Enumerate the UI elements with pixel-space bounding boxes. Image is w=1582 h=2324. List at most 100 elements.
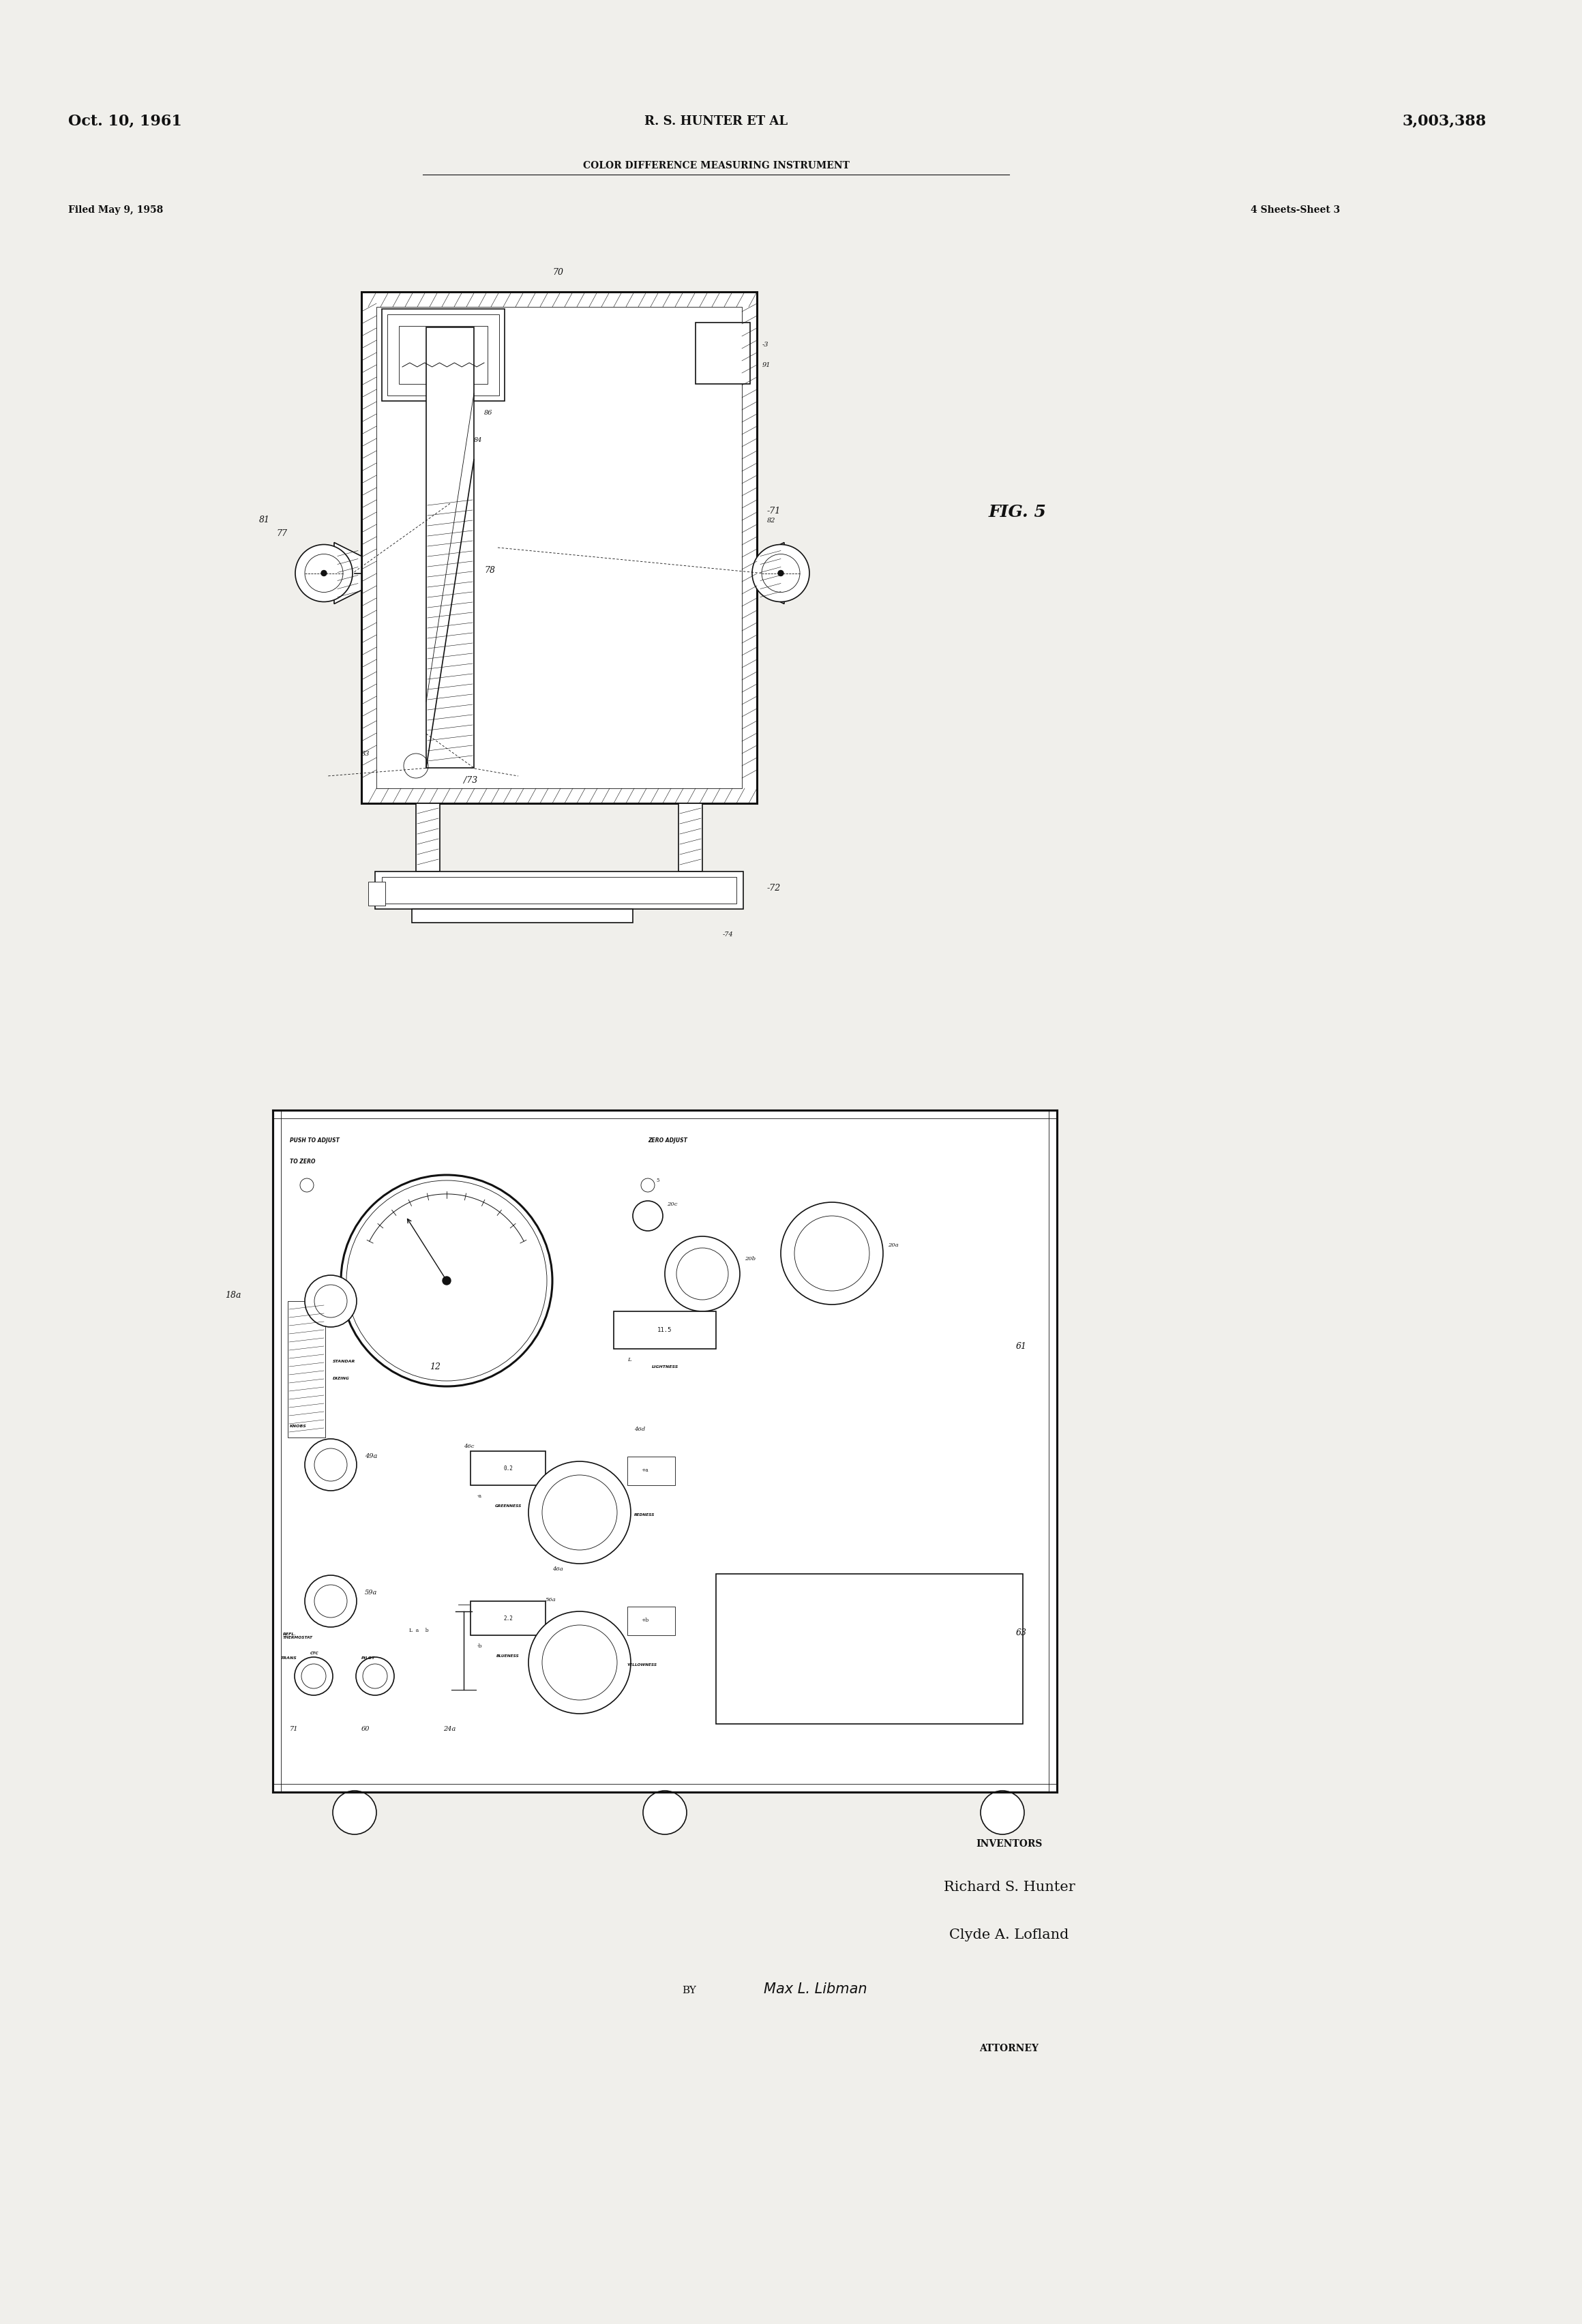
Text: 46a: 46a	[552, 1566, 563, 1571]
Bar	[272, 1111, 1057, 1792]
Text: -71: -71	[767, 507, 782, 516]
Text: 78: 78	[484, 567, 495, 576]
Text: 91: 91	[763, 363, 770, 367]
Text: Filed May 9, 1958: Filed May 9, 1958	[68, 205, 163, 214]
Bar	[628, 1457, 676, 1485]
Bar	[399, 325, 487, 383]
Bar	[470, 1450, 546, 1485]
Text: -74: -74	[723, 932, 734, 937]
Bar	[416, 804, 440, 872]
Circle shape	[778, 569, 783, 576]
Bar	[696, 323, 750, 383]
Text: 20c: 20c	[668, 1202, 677, 1206]
Bar	[369, 881, 386, 906]
Bar	[679, 804, 702, 872]
Circle shape	[528, 1611, 631, 1713]
Bar	[411, 909, 633, 923]
Text: REFL.: REFL.	[283, 1631, 296, 1636]
Text: 63: 63	[1016, 1629, 1027, 1638]
Text: Richard S. Hunter: Richard S. Hunter	[943, 1880, 1074, 1894]
Circle shape	[664, 1236, 740, 1311]
Circle shape	[782, 1202, 883, 1304]
Text: DIZING: DIZING	[332, 1376, 350, 1380]
Text: 20a: 20a	[888, 1243, 899, 1248]
Text: -b: -b	[478, 1643, 483, 1650]
Bar	[717, 1573, 1024, 1724]
Text: 84: 84	[475, 437, 483, 444]
Text: Oct. 10, 1961: Oct. 10, 1961	[68, 114, 182, 128]
Text: ATTORNEY: ATTORNEY	[979, 2043, 1039, 2054]
Circle shape	[294, 1657, 332, 1694]
Text: 81: 81	[259, 516, 271, 523]
Circle shape	[305, 1276, 356, 1327]
Text: 5: 5	[657, 1178, 660, 1183]
Polygon shape	[334, 541, 361, 604]
Bar	[377, 307, 742, 788]
Text: 60: 60	[361, 1727, 370, 1731]
Text: L: L	[628, 1357, 631, 1362]
Text: LIGHTNESS: LIGHTNESS	[652, 1364, 679, 1369]
Text: 3,003,388: 3,003,388	[1402, 114, 1487, 128]
Bar	[375, 872, 744, 909]
Text: CTC: CTC	[310, 1652, 320, 1655]
Bar	[426, 328, 475, 767]
Text: 2.2: 2.2	[503, 1615, 513, 1622]
Circle shape	[305, 1439, 356, 1490]
Text: 11.5: 11.5	[658, 1327, 672, 1334]
Text: +b: +b	[641, 1618, 649, 1622]
Text: PUSH TO ADJUST: PUSH TO ADJUST	[290, 1139, 340, 1143]
Text: -a: -a	[478, 1494, 483, 1499]
Text: 71: 71	[290, 1727, 299, 1731]
Circle shape	[633, 1202, 663, 1232]
Bar	[388, 314, 500, 395]
Text: KNOBS: KNOBS	[290, 1425, 307, 1427]
Text: 83: 83	[361, 751, 370, 758]
Text: R. S. HUNTER ET AL: R. S. HUNTER ET AL	[644, 116, 788, 128]
Bar	[381, 876, 737, 904]
Text: 0.2: 0.2	[503, 1464, 513, 1471]
Circle shape	[342, 1176, 552, 1387]
Text: THERMOSTAT: THERMOSTAT	[283, 1636, 313, 1638]
Circle shape	[528, 1462, 631, 1564]
Circle shape	[981, 1792, 1024, 1834]
Text: COLOR DIFFERENCE MEASURING INSTRUMENT: COLOR DIFFERENCE MEASURING INSTRUMENT	[582, 160, 850, 170]
Circle shape	[321, 569, 326, 576]
Text: 61: 61	[1016, 1341, 1027, 1350]
Circle shape	[305, 1576, 356, 1627]
Circle shape	[642, 1792, 687, 1834]
Polygon shape	[756, 541, 785, 604]
Text: INVENTORS: INVENTORS	[976, 1838, 1043, 1848]
Bar	[381, 309, 505, 402]
Text: L  a    b: L a b	[410, 1627, 429, 1634]
Text: +a: +a	[641, 1466, 649, 1473]
Text: 12: 12	[430, 1362, 440, 1371]
Text: BLUENESS: BLUENESS	[497, 1655, 519, 1657]
Text: 59a: 59a	[365, 1590, 378, 1597]
Text: Clyde A. Lofland: Clyde A. Lofland	[949, 1929, 1069, 1941]
Text: 77: 77	[277, 530, 286, 537]
Text: TO ZERO: TO ZERO	[290, 1157, 315, 1164]
Text: 20b: 20b	[745, 1255, 756, 1262]
Text: 18a: 18a	[225, 1290, 240, 1299]
Text: FIG. 5: FIG. 5	[989, 504, 1047, 521]
Text: YELLOWNESS: YELLOWNESS	[628, 1664, 658, 1666]
Circle shape	[751, 544, 810, 602]
Bar	[361, 293, 756, 804]
Text: ZERO ADJUST: ZERO ADJUST	[647, 1139, 687, 1143]
Text: BY: BY	[682, 1985, 696, 1996]
Text: 86: 86	[484, 409, 492, 416]
Text: REDNESS: REDNESS	[634, 1513, 655, 1518]
Text: Max L. Libman: Max L. Libman	[764, 1982, 867, 1996]
Text: 46c: 46c	[464, 1443, 475, 1450]
Text: 46d: 46d	[634, 1427, 645, 1432]
Text: 82: 82	[767, 518, 775, 523]
Text: /73: /73	[464, 776, 478, 786]
Circle shape	[356, 1657, 394, 1694]
Text: STANDAR: STANDAR	[332, 1360, 356, 1364]
Circle shape	[296, 544, 353, 602]
Text: TRANS: TRANS	[282, 1657, 297, 1659]
Text: 70: 70	[552, 267, 563, 277]
Text: -3: -3	[763, 342, 769, 349]
Text: 49a: 49a	[365, 1452, 378, 1459]
Text: -72: -72	[767, 883, 782, 892]
